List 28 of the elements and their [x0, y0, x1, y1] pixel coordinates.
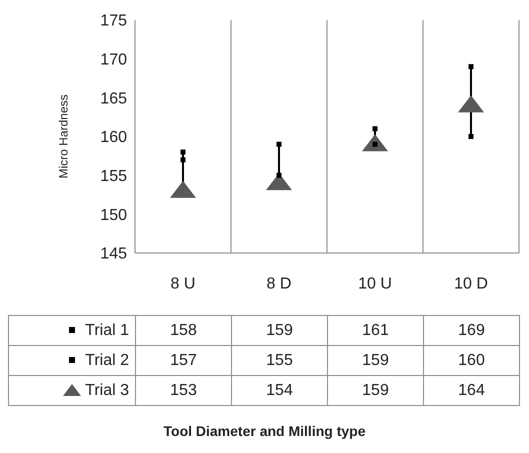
legend-label: Trial 1 — [84, 322, 129, 338]
data-label: 159 — [232, 316, 328, 346]
data-label: 154 — [232, 376, 328, 406]
data-label: 164 — [424, 376, 520, 406]
x-tick-label: 8 U — [170, 275, 196, 292]
y-tick-label: 160 — [100, 129, 128, 146]
data-label: 161 — [328, 316, 424, 346]
data-label: 169 — [424, 316, 520, 346]
data-label: 159 — [328, 346, 424, 376]
data-label: 153 — [136, 376, 232, 406]
legend-label: Trial 3 — [84, 382, 129, 398]
data-label: 157 — [136, 346, 232, 376]
y-tick-label: 155 — [100, 168, 128, 186]
data-label: 155 — [232, 346, 328, 376]
y-tick-label: 175 — [100, 12, 128, 30]
y-tick-label: 165 — [100, 90, 128, 108]
x-tick-label: 10 U — [358, 275, 392, 292]
data-label: 158 — [136, 316, 232, 346]
y-axis-title: Micro Hardness — [56, 94, 70, 179]
x-tick-label: 8 D — [266, 275, 292, 292]
y-tick-label: 150 — [100, 206, 128, 224]
text: Tool Diameter and Milling type — [162, 423, 366, 439]
legend-label: Trial 2 — [84, 352, 129, 368]
data-label: 159 — [328, 376, 424, 406]
y-tick-label: 145 — [100, 246, 128, 263]
y-tick-label: 170 — [100, 52, 128, 69]
x-tick-label: 10 D — [454, 275, 488, 292]
data-label: 160 — [424, 346, 520, 376]
